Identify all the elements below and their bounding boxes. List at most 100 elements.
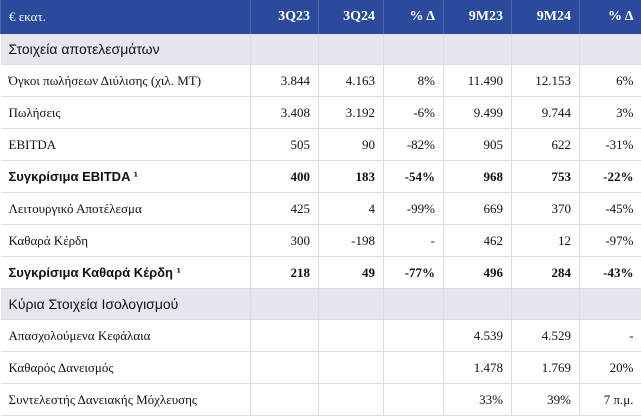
value-cell: 753 bbox=[511, 160, 580, 193]
value-cell bbox=[318, 383, 384, 416]
section-cell bbox=[511, 34, 580, 65]
section-cell bbox=[383, 288, 444, 320]
section-cell bbox=[443, 34, 512, 65]
value-cell: -31% bbox=[579, 128, 641, 161]
value-cell: 284 bbox=[511, 256, 580, 289]
value-cell bbox=[250, 383, 319, 416]
column-header-ytd-change: % Δ bbox=[579, 0, 641, 34]
section-header-row: Στοιχεία αποτελεσμάτων bbox=[0, 34, 641, 65]
value-cell: 3.844 bbox=[250, 64, 319, 97]
value-cell: 11.490 bbox=[443, 64, 512, 97]
value-cell bbox=[383, 351, 444, 384]
value-cell: 20% bbox=[579, 351, 641, 384]
table-row: Καθαρά Κέρδη 300 -198-462 12 -97% bbox=[0, 224, 641, 257]
section-cell bbox=[579, 34, 641, 65]
value-cell bbox=[383, 383, 444, 416]
table-row: Λειτουργικό Αποτέλεσμα 425 4 -99% 669 370 -45% bbox=[0, 192, 641, 225]
value-cell: 90 bbox=[318, 128, 384, 161]
table-row: Καθαρός Δανεισμός 1.478 1.769 20% bbox=[0, 351, 641, 384]
value-cell: 462 bbox=[443, 224, 512, 257]
row-label: Πωλήσεις bbox=[0, 96, 251, 129]
table-row: Απασχολούμενα Κεφάλαια 4.539 4.529- bbox=[0, 319, 641, 352]
value-cell bbox=[250, 319, 319, 352]
value-cell: -22% bbox=[579, 160, 641, 193]
section-cell bbox=[443, 288, 512, 320]
value-cell: 7 π.μ. bbox=[579, 383, 641, 416]
value-cell: 49 bbox=[318, 256, 384, 289]
value-cell: 6% bbox=[579, 64, 641, 97]
value-cell: 8% bbox=[383, 64, 444, 97]
value-cell: 4.163 bbox=[318, 64, 384, 97]
value-cell: 3.192 bbox=[318, 96, 384, 129]
value-cell: -198 bbox=[318, 224, 384, 257]
table-row: Πωλήσεις 3.408 3.192 -6% 9.499 9.744 3% bbox=[0, 96, 641, 129]
value-cell: 4.529 bbox=[511, 319, 580, 352]
value-cell: 968 bbox=[443, 160, 512, 193]
value-cell: 905 bbox=[443, 128, 512, 161]
value-cell: -54% bbox=[383, 160, 444, 193]
section-cell bbox=[383, 34, 444, 65]
section-header-row: Κύρια Στοιχεία Ισολογισμού bbox=[0, 288, 641, 320]
value-cell: 300 bbox=[250, 224, 319, 257]
value-cell: 12 bbox=[511, 224, 580, 257]
row-label: Συγκρίσιμα EBITDA ¹ bbox=[0, 160, 251, 193]
value-cell: 218 bbox=[250, 256, 319, 289]
value-cell: -6% bbox=[383, 96, 444, 129]
section-cell bbox=[318, 288, 384, 320]
table-row: Συντελεστής Δανειακής Μόχλευσης 33% 39% 7 π… bbox=[0, 383, 641, 416]
row-label: EBITDA bbox=[0, 128, 251, 161]
value-cell: 9.499 bbox=[443, 96, 512, 129]
section-title: Κύρια Στοιχεία Ισολογισμού bbox=[0, 288, 251, 320]
value-cell: -82% bbox=[383, 128, 444, 161]
value-cell: 33% bbox=[443, 383, 512, 416]
value-cell: 505 bbox=[250, 128, 319, 161]
value-cell: - bbox=[579, 319, 641, 352]
row-label: Συγκρίσιμα Καθαρά Κέρδη ¹ bbox=[0, 256, 251, 289]
value-cell: 3.408 bbox=[250, 96, 319, 129]
section-cell bbox=[579, 288, 641, 320]
column-header-9m23: 9M23 bbox=[443, 0, 512, 34]
value-cell: 400 bbox=[250, 160, 319, 193]
value-cell: 1.478 bbox=[443, 351, 512, 384]
value-cell bbox=[318, 319, 384, 352]
section-cell bbox=[318, 34, 384, 65]
row-label: Όγκοι πωλήσεων Διύλισης (χιλ. ΜΤ) bbox=[0, 64, 251, 97]
value-cell: 4.539 bbox=[443, 319, 512, 352]
table-row: EBITDA 505 90 -82% 905 622 -31% bbox=[0, 128, 641, 161]
column-header-3q23: 3Q23 bbox=[250, 0, 319, 34]
value-cell: - bbox=[383, 224, 444, 257]
value-cell: 9.744 bbox=[511, 96, 580, 129]
row-label: Συντελεστής Δανειακής Μόχλευσης bbox=[0, 383, 251, 416]
section-cell bbox=[511, 288, 580, 320]
section-cell bbox=[250, 288, 319, 320]
value-cell: -97% bbox=[579, 224, 641, 257]
value-cell: 1.769 bbox=[511, 351, 580, 384]
table-row: Συγκρίσιμα Καθαρά Κέρδη ¹ 218 49 -77% 496 284… bbox=[0, 256, 641, 289]
unit-label: € εκατ. bbox=[0, 0, 251, 34]
section-cell bbox=[250, 34, 319, 65]
table-header-row: € εκατ. 3Q23 3Q24 % Δ 9M23 9M24 % Δ bbox=[0, 0, 641, 34]
row-label: Λειτουργικό Αποτέλεσμα bbox=[0, 192, 251, 225]
value-cell: -99% bbox=[383, 192, 444, 225]
value-cell: -43% bbox=[579, 256, 641, 289]
value-cell: 4 bbox=[318, 192, 384, 225]
row-label: Απασχολούμενα Κεφάλαια bbox=[0, 319, 251, 352]
column-header-9m24: 9M24 bbox=[511, 0, 580, 34]
row-label: Καθαρά Κέρδη bbox=[0, 224, 251, 257]
column-header-3q24: 3Q24 bbox=[318, 0, 384, 34]
value-cell: 370 bbox=[511, 192, 580, 225]
value-cell: 669 bbox=[443, 192, 512, 225]
column-header-quarter-change: % Δ bbox=[383, 0, 444, 34]
section-title: Στοιχεία αποτελεσμάτων bbox=[0, 34, 251, 65]
value-cell: 622 bbox=[511, 128, 580, 161]
row-label: Καθαρός Δανεισμός bbox=[0, 351, 251, 384]
value-cell: 183 bbox=[318, 160, 384, 193]
table-row: Όγκοι πωλήσεων Διύλισης (χιλ. ΜΤ) 3.844 4.… bbox=[0, 64, 641, 97]
value-cell: -45% bbox=[579, 192, 641, 225]
value-cell: 496 bbox=[443, 256, 512, 289]
table-row: Συγκρίσιμα EBITDA ¹ 400 183 -54% 968 753 -22% bbox=[0, 160, 641, 193]
value-cell: 3% bbox=[579, 96, 641, 129]
value-cell: -77% bbox=[383, 256, 444, 289]
value-cell: 12.153 bbox=[511, 64, 580, 97]
